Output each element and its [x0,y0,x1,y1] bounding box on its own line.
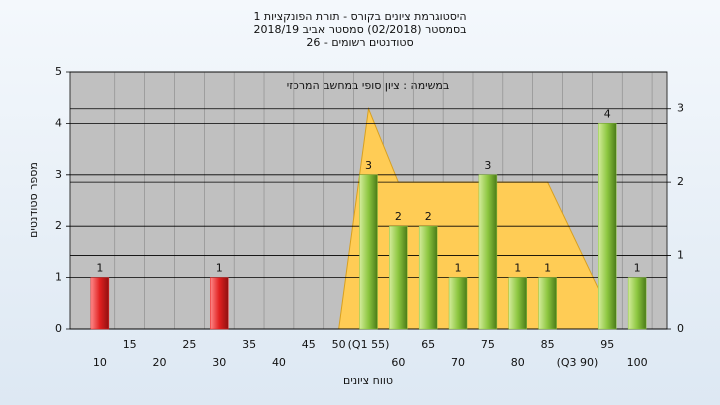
y2-tick-label: 3 [677,102,684,115]
x-tick-label: 10 [93,356,107,369]
y-tick-label: 1 [55,271,62,284]
x-tick-label: 20 [153,356,167,369]
y-tick-label: 4 [55,116,62,129]
x-tick-label: 80 [511,356,525,369]
y2-tick-label: 0 [677,322,684,335]
value-label: 3 [484,159,491,172]
value-label: 1 [455,262,462,275]
bar [418,225,438,330]
x-tick-label: 30 [212,356,226,369]
bar [478,174,498,330]
y-tick-label: 2 [55,219,62,232]
value-label: 1 [216,262,223,275]
x-tick-label: 65 [421,338,435,351]
x-tick-label: (Q3 90) [557,356,599,369]
x-tick-label: 45 [302,338,316,351]
value-label: 3 [365,159,372,172]
y-tick-label: 3 [55,168,62,181]
bar [538,277,557,330]
x-tick-label: 50 [332,338,346,351]
bar [598,123,617,330]
value-label: 2 [395,210,402,223]
x-axis-label: טווח ציונים [343,374,393,387]
x-tick-label: 100 [627,356,648,369]
bar [90,277,110,330]
value-label: 1 [544,262,551,275]
bar [448,277,468,330]
annotation: במשימה : ציון סופי במחשב המרכזי [287,79,450,92]
bar [359,174,378,330]
title-line: בסמסטר (02/2018) סמסטר אביב 2018/19 [253,23,466,36]
x-tick-label: 60 [391,356,405,369]
value-label: 1 [514,262,521,275]
value-label: 2 [425,210,432,223]
y2-tick-label: 2 [677,175,684,188]
x-tick-label: 70 [451,356,465,369]
bar [627,277,647,330]
bar [389,225,408,330]
x-tick-label: 25 [182,338,196,351]
x-tick-label: 75 [481,338,495,351]
x-tick-label: 35 [242,338,256,351]
title-line: סטודנטים רשומים - 26 [306,36,413,49]
bar [210,277,229,330]
x-tick-label: 85 [541,338,555,351]
x-tick-label: 15 [123,338,137,351]
value-label: 4 [604,107,611,120]
value-label: 1 [634,262,641,275]
x-tick-label: 95 [600,338,614,351]
y2-tick-label: 1 [677,249,684,262]
x-tick-label: (Q1 55) [348,338,390,351]
y-axis-label: מספר סטודנטים [27,162,40,238]
bar [508,277,527,330]
value-label: 1 [96,262,103,275]
x-tick-label: 40 [272,356,286,369]
title-line: היסטוגרמת ציונים בקורס - תורת הפונקציות … [253,10,466,23]
y-tick-label: 0 [55,322,62,335]
y-tick-label: 5 [55,65,62,78]
